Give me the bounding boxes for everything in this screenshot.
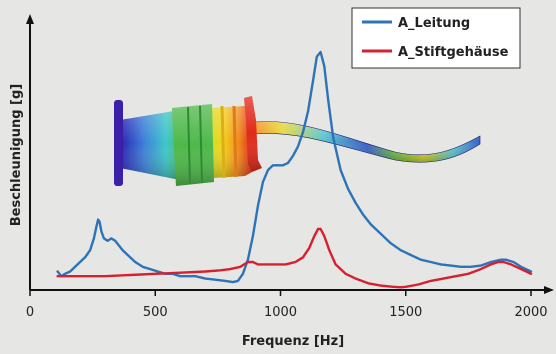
x-tick-label: 1500 bbox=[389, 305, 422, 320]
x-tick-label: 2000 bbox=[514, 305, 547, 320]
x-axis-label: Frequenz [Hz] bbox=[242, 334, 344, 349]
plug-cable-fem-model-icon bbox=[114, 96, 481, 186]
x-ticks: 0 500 1000 1500 2000 bbox=[26, 290, 548, 320]
x-tick-label: 1000 bbox=[264, 305, 297, 320]
legend: A_Leitung A_Stiftgehäuse bbox=[351, 7, 521, 69]
series-line-a-leitung bbox=[56, 50, 533, 284]
legend-box bbox=[351, 7, 521, 69]
series-layer bbox=[56, 50, 533, 289]
axes bbox=[26, 14, 554, 294]
plug-flange-shape bbox=[114, 100, 123, 186]
legend-label-a-leitung: A_Leitung bbox=[398, 16, 470, 31]
legend-label-a-stiftgehaeuse: A_Stiftgehäuse bbox=[398, 45, 509, 60]
x-axis-arrow bbox=[544, 286, 554, 294]
x-tick-label: 500 bbox=[143, 305, 168, 320]
series-line-a-stiftgehaeuse bbox=[56, 227, 533, 289]
x-tick-label: 0 bbox=[26, 305, 34, 320]
y-axis-label: Beschleunigung [g] bbox=[9, 84, 24, 227]
y-axis-arrow bbox=[26, 14, 34, 24]
